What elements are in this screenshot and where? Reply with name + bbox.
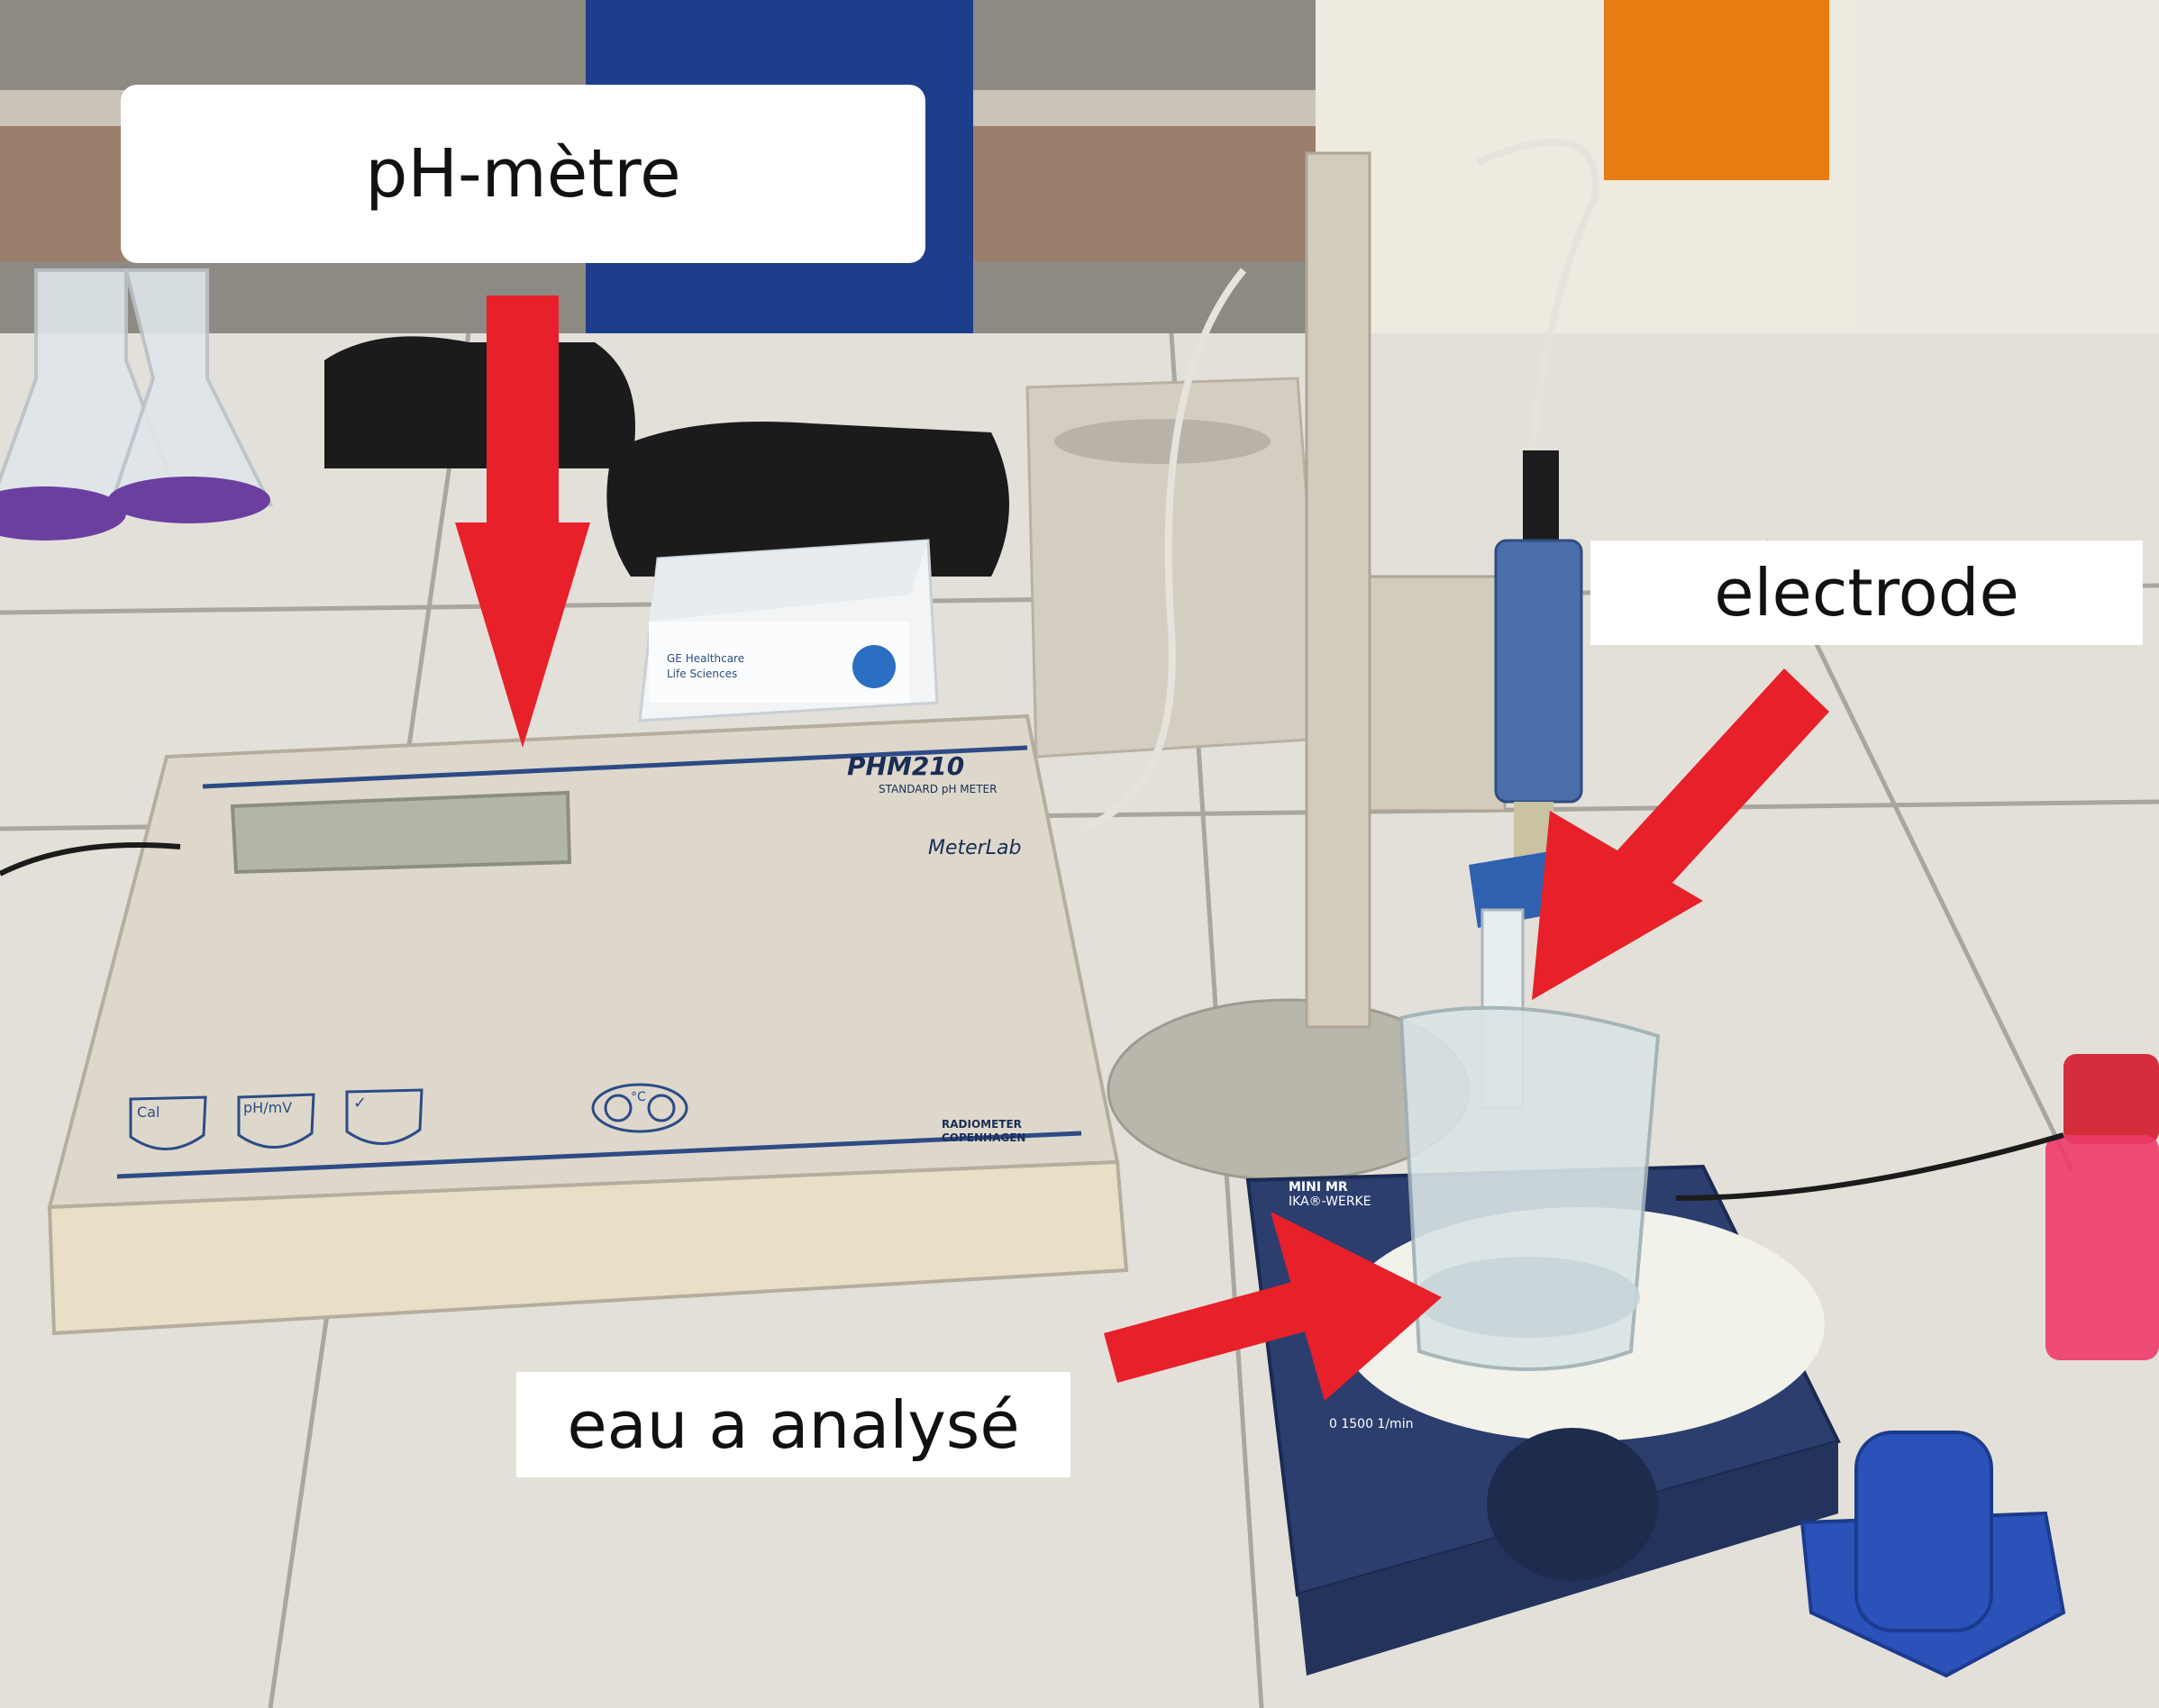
pink-sample-jar bbox=[2045, 1054, 2159, 1360]
ge-box: GE Healthcare Life Sciences bbox=[638, 539, 939, 722]
ph-mv-button[interactable]: pH/mV bbox=[237, 1093, 315, 1149]
cal-button-label: Cal bbox=[137, 1104, 159, 1121]
temperature-label: °C bbox=[631, 1090, 646, 1104]
label-water-sample: eau a analysé bbox=[516, 1372, 1070, 1477]
blue-cap bbox=[1799, 1431, 2066, 1678]
maker-text-1: RADIOMETER bbox=[942, 1118, 1022, 1131]
stirrer-speed-text: 0 1500 1/min bbox=[1329, 1417, 1413, 1431]
confirm-button-label: ✓ bbox=[353, 1094, 367, 1113]
brand-text: MeterLab bbox=[928, 837, 1021, 859]
lcd-display bbox=[230, 790, 572, 875]
arrow-ph-meter bbox=[455, 295, 590, 748]
arrow-water bbox=[1104, 1212, 1442, 1401]
label-ph-meter: pH-mètre bbox=[121, 85, 925, 263]
erlenmeyer-flasks bbox=[0, 268, 274, 541]
black-bag bbox=[324, 336, 635, 468]
temperature-buttons[interactable]: °C bbox=[591, 1083, 688, 1133]
confirm-button[interactable]: ✓ bbox=[345, 1088, 424, 1145]
cal-button[interactable]: Cal bbox=[129, 1095, 207, 1150]
arrow-electrode bbox=[1532, 668, 1829, 1000]
ph-mv-button-label: pH/mV bbox=[243, 1099, 292, 1116]
label-electrode: electrode bbox=[1590, 541, 2143, 645]
box-text-1: GE Healthcare bbox=[667, 652, 744, 665]
ph-meter-device: PHM210 STANDARD pH METER MeterLab RADIOM… bbox=[47, 713, 1129, 1336]
model-text: PHM210 bbox=[847, 751, 964, 781]
stirrer-text-1: MINI MR bbox=[1289, 1180, 1348, 1195]
electrode-stand bbox=[1080, 138, 1599, 1182]
stirrer-text-2: IKA®-WERKE bbox=[1289, 1195, 1371, 1209]
box-text-2: Life Sciences bbox=[667, 668, 737, 680]
maker-text-2: COPENHAGEN bbox=[942, 1131, 1025, 1144]
glass-beaker bbox=[1398, 1005, 1661, 1371]
orange-instrument bbox=[1604, 0, 1829, 180]
model-subtitle: STANDARD pH METER bbox=[879, 783, 997, 795]
